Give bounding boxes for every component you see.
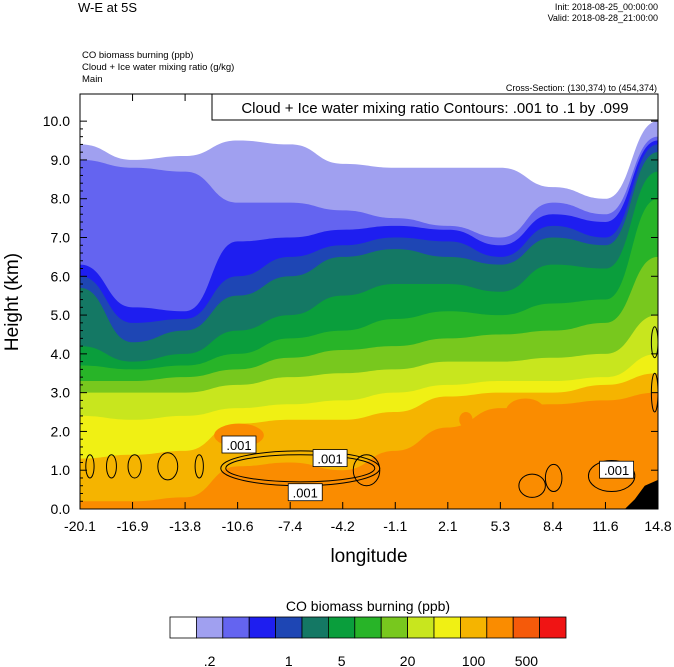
contour-line-label: .001	[604, 463, 629, 478]
colorbar-swatch	[407, 616, 435, 639]
x-tick-label: -10.6	[222, 518, 254, 534]
colorbar-label: 100	[462, 653, 486, 667]
y-tick-label: 4.0	[51, 346, 71, 362]
y-tick-label: 1.0	[51, 462, 71, 478]
y-tick-label: 5.0	[51, 307, 71, 323]
x-tick-label: 14.8	[644, 518, 671, 534]
x-tick-label: 5.3	[491, 518, 511, 534]
contour-line-label-box	[599, 460, 634, 479]
x-tick-label: 8.4	[543, 518, 563, 534]
y-tick-label: 3.0	[51, 385, 71, 401]
colorbar-label: 5	[338, 653, 346, 667]
contour-info-box	[211, 93, 659, 121]
cloud-contour-2	[127, 454, 142, 479]
x-tick-label: 2.1	[438, 518, 458, 534]
cloud-contour-4	[194, 454, 204, 479]
y-tick-label: 10.0	[43, 113, 70, 129]
colorbar-swatch	[275, 616, 303, 639]
x-tick-label: -1.1	[383, 518, 407, 534]
contour-line-label-box	[287, 483, 323, 502]
x-axis-title: longitude	[330, 546, 407, 567]
colorbar-swatch	[354, 616, 382, 639]
x-tick-label: -7.4	[278, 518, 302, 534]
colorbar-label: 500	[515, 653, 539, 667]
cloud-contour-5	[225, 454, 376, 483]
y-tick-label: 6.0	[51, 268, 71, 284]
cloud-contour-8	[518, 473, 546, 498]
cloud-contour-0	[85, 454, 95, 479]
field-label-cloud: Cloud + Ice water mixing ratio (g/kg)	[82, 62, 235, 73]
y-tick-label: 7.0	[51, 230, 71, 246]
y-tick-label: 2.0	[51, 423, 71, 439]
x-tick-label: 11.6	[592, 518, 618, 534]
plot-title: W-E at 5S	[78, 0, 138, 15]
colorbar-swatch	[327, 616, 356, 639]
cloud-contour-3	[157, 452, 179, 481]
contour-line-label-box	[221, 435, 257, 454]
colorbar-swatch	[512, 616, 541, 639]
colorbar-swatch	[380, 616, 409, 639]
y-tick-label: 8.0	[51, 191, 71, 207]
colorbar-swatch	[486, 616, 514, 639]
cloud-contour-12	[650, 326, 658, 359]
colorbar-label: 20	[400, 653, 416, 667]
colorbar-swatch	[539, 616, 567, 639]
y-tick-label: 9.0	[51, 152, 71, 168]
colorbar-swatch	[248, 616, 276, 639]
valid-time: Valid: 2018-08-28_21:00:00	[547, 13, 658, 23]
cloud-contour-9	[544, 463, 563, 493]
contour-line-label: .001	[226, 438, 251, 453]
colorbar-swatch	[169, 616, 197, 639]
colorbar-swatch	[195, 616, 224, 639]
colorbar-label: 1	[285, 653, 293, 667]
colorbar-swatch	[459, 616, 488, 639]
cloud-contour-7	[352, 454, 381, 487]
co-hotspot-1	[505, 398, 546, 426]
y-axis-title: Height (km)	[2, 253, 23, 351]
field-label-co: CO biomass burning (ppb)	[82, 50, 194, 61]
colorbar-swatch	[222, 616, 250, 639]
cloud-contour-1	[105, 454, 117, 479]
colorbar-swatch	[301, 616, 329, 639]
contour-line-label-box	[312, 449, 348, 467]
x-tick-label: -4.2	[331, 518, 355, 534]
x-tick-label: -13.8	[169, 518, 201, 534]
contour-line-label: .001	[293, 486, 318, 501]
co-hotspot-2	[459, 412, 473, 428]
colorbar-title: CO biomass burning (ppb)	[286, 598, 450, 614]
cloud-contour-10	[587, 460, 636, 493]
contour-info-label: Cloud + Ice water mixing ratio Contours:…	[241, 100, 628, 117]
field-label-main: Main	[82, 74, 103, 85]
contour-line-label: .001	[317, 452, 342, 467]
colorbar-label: .2	[204, 653, 216, 667]
x-tick-label: -20.1	[64, 518, 96, 534]
x-tick-label: -16.9	[117, 518, 149, 534]
terrain	[624, 479, 658, 509]
colorbar-swatch	[433, 616, 461, 639]
y-tick-label: 0.0	[51, 501, 71, 517]
cross-section-label: Cross-Section: (130,374) to (454,374)	[505, 83, 657, 93]
init-time: Init: 2018-08-25_00:00:00	[554, 2, 658, 12]
